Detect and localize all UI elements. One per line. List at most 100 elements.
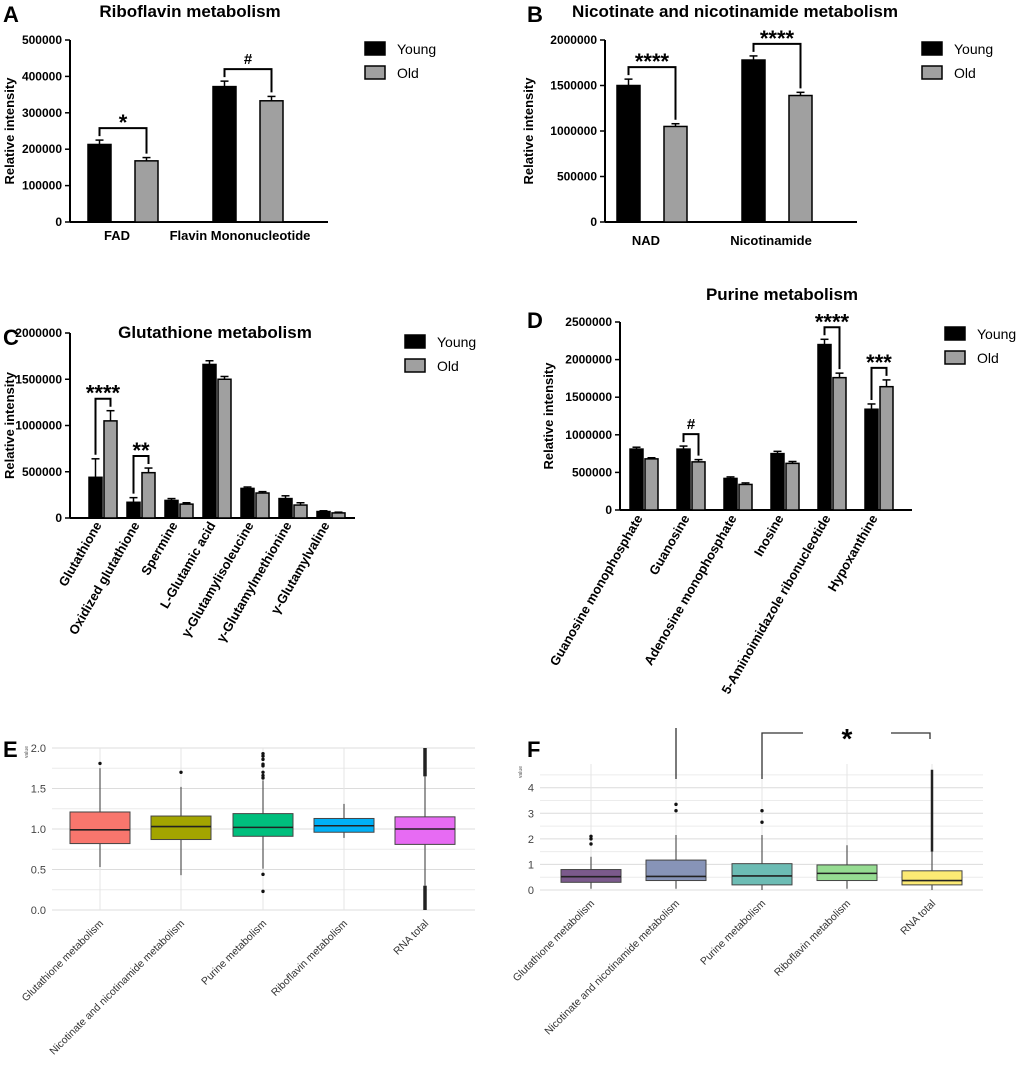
panel-label: C: [3, 325, 19, 350]
outlier-point: [674, 802, 678, 807]
legend-swatch: [404, 358, 426, 373]
significance-marker: ****: [86, 381, 121, 406]
y-tick-label: 1000000: [565, 428, 612, 442]
y-tick-label: 200000: [22, 142, 62, 156]
y-tick-label: 0: [55, 511, 62, 525]
outlier-point: [674, 809, 678, 813]
bar-old: [644, 458, 659, 511]
y-tick-label: 1500000: [15, 372, 62, 386]
outlier-point: [589, 834, 593, 838]
y-tick-label: 2000000: [565, 353, 612, 367]
y-tick-label: 100000: [22, 179, 62, 193]
x-tick-label: Riboflavin metabolism: [772, 897, 853, 978]
bar-young: [741, 59, 766, 223]
bar-old: [293, 504, 308, 519]
x-tick-label: Glutathione metabolism: [511, 897, 598, 984]
bar-young: [316, 510, 331, 519]
outlier-point: [261, 754, 265, 758]
significance-bracket: [682, 433, 700, 456]
significance-bracket: [94, 397, 112, 455]
x-tick-label: Glutathione metabolism: [20, 917, 107, 1004]
bar-young: [864, 408, 879, 511]
bar-old: [832, 376, 847, 511]
significance-bracket: [823, 326, 841, 370]
y-tick-label: 500000: [22, 33, 62, 47]
bar-old: [785, 462, 800, 511]
outlier-point: [261, 773, 265, 778]
bar-old: [255, 492, 270, 519]
y-tick-label: 0: [590, 215, 597, 229]
significance-bracket: [132, 455, 150, 494]
bar-old: [788, 94, 813, 223]
chart-title: Glutathione metabolism: [118, 323, 312, 342]
bar-old: [141, 471, 156, 519]
bar-young: [202, 363, 217, 519]
bar-old: [179, 503, 194, 519]
legend-label: Old: [977, 350, 999, 366]
y-tick-label: 2000000: [15, 326, 62, 340]
y-axis-label: Relative intensity: [541, 362, 556, 470]
legend-label: Young: [397, 41, 436, 57]
legend-label: Young: [954, 41, 993, 57]
significance-bracket: [98, 127, 148, 154]
y-tick-label: 1: [528, 859, 534, 871]
y-tick-label: 0: [528, 885, 534, 897]
bar-young: [676, 448, 691, 511]
bar-old: [879, 385, 894, 511]
significance-marker: *: [119, 110, 128, 135]
y-axis-label: Relative intensity: [2, 371, 17, 479]
bar-old: [134, 160, 159, 223]
box: [645, 859, 707, 882]
significance-marker: ****: [760, 26, 795, 51]
bar-young: [126, 501, 141, 519]
outlier-point: [261, 757, 265, 762]
bar-old: [738, 483, 753, 511]
bar-young: [723, 477, 738, 511]
x-tick-label: Hypoxanthine: [825, 512, 881, 594]
y-tick-label: 500000: [557, 170, 597, 184]
significance-bracket: [223, 68, 273, 93]
bar-young: [87, 143, 112, 223]
x-tick-label: Spermine: [138, 519, 181, 578]
legend-label: Old: [437, 358, 459, 374]
significance-marker: ****: [635, 49, 670, 74]
legend-swatch: [921, 65, 943, 80]
bar-old: [331, 512, 346, 519]
x-tick-label: γ-Glutamylisoleucine: [178, 519, 256, 640]
x-tick-label: RNA total: [898, 898, 938, 938]
x-tick-label: Adenosine monophosphate: [641, 512, 740, 668]
bar-old: [663, 125, 688, 223]
significance-marker: ****: [815, 309, 850, 334]
y-axis-label: value: [24, 746, 30, 758]
y-tick-label: 0: [55, 215, 62, 229]
box: [731, 863, 793, 886]
legend-swatch: [921, 41, 943, 56]
bar-young: [817, 343, 832, 511]
x-tick-label: Nicotinamide: [730, 233, 812, 248]
x-tick-label: Nicotinate and nicotinamide metabolism: [542, 897, 682, 1037]
y-tick-label: 1.0: [31, 824, 46, 836]
box: [232, 813, 294, 837]
x-tick-label: RNA total: [391, 918, 431, 958]
legend-label: Old: [954, 65, 976, 81]
x-tick-label: Guanosine monophosphate: [547, 512, 646, 668]
panel-label: D: [527, 308, 543, 333]
legend-label: Old: [397, 65, 419, 81]
significance-marker: ***: [866, 350, 892, 375]
significance-bracket: [891, 732, 931, 739]
bar-young: [212, 85, 237, 223]
chart-title: Purine metabolism: [706, 285, 858, 304]
legend-swatch: [944, 326, 966, 341]
panel-label: B: [527, 2, 543, 27]
outlier-point: [760, 809, 764, 813]
y-tick-label: 300000: [22, 106, 62, 120]
outlier-point: [261, 770, 265, 774]
y-axis-label: Relative intensity: [521, 77, 536, 185]
legend-swatch: [944, 350, 966, 365]
y-tick-label: 1.5: [31, 784, 46, 796]
outlier-point: [261, 762, 265, 766]
outlier-point: [261, 776, 265, 780]
y-axis-label: value: [518, 766, 524, 778]
bar-old: [217, 378, 232, 519]
x-tick-label: 5-Aminoimidazole ribonucleotide: [718, 512, 833, 697]
